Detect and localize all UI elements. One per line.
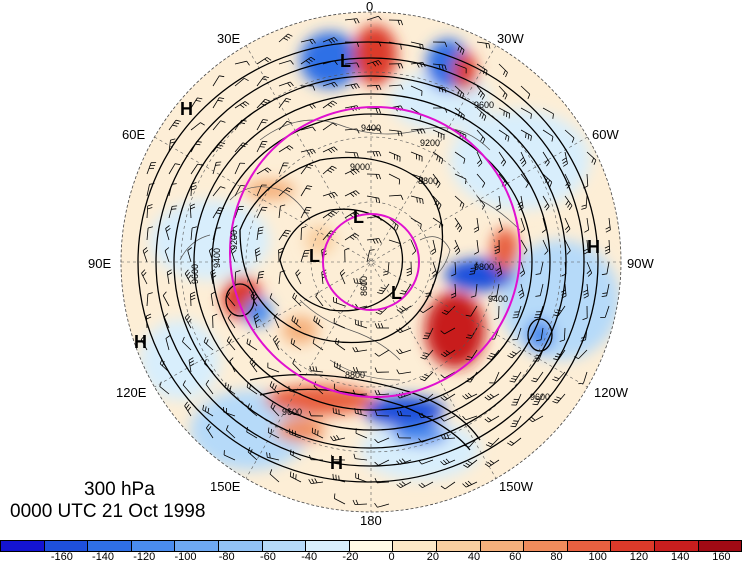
lon-label-120w: 120W [594,386,628,400]
wind-barb-flag [513,421,518,422]
lon-label-0: 0 [366,0,373,14]
lon-label-120e: 120E [116,386,146,400]
contour-label: 9600 [474,100,494,110]
wind-barb-flag [334,384,335,389]
wind-barb-flag [504,111,505,116]
colorbar-tick-label: 60 [509,551,521,563]
colorbar-tick-label: 100 [589,551,607,563]
colorbar-cell [655,541,699,551]
colorbar-tick-label: 40 [468,551,480,563]
contour-label: 9600 [282,407,302,417]
colorbar-cell [481,541,525,551]
wind-barb-flag [304,213,309,214]
wind-barb-flag [296,474,297,479]
lon-label-60w: 60W [592,128,619,142]
colorbar-tick-label: -120 [133,551,155,563]
contour-label: 9200 [229,230,239,250]
colorbar-tick-label: -20 [342,551,358,563]
lon-label-30e: 30E [217,32,240,46]
contour-label: 9600 [530,392,550,402]
wind-barb-flag [262,141,267,142]
colorbar-cell [1,541,45,551]
contour-label: 9400 [212,248,222,268]
high-pressure-label: H [134,333,147,351]
wind-barb-flag [336,475,337,480]
wind-barb-flag [260,147,265,148]
wind-barb-flag [315,429,316,434]
contour-label: 8800 [345,370,365,380]
colorbar-tick-label: -140 [92,551,114,563]
wind-barb-staff [301,228,302,240]
contour-label: 9200 [420,138,440,148]
contour-label: 9600 [190,264,200,284]
contour-label: 9000 [350,162,370,172]
high-pressure-label: H [180,100,193,118]
wind-barb-flag [336,409,337,414]
wind-barb-flag [262,207,267,208]
colorbar-tick-label: 0 [389,551,395,563]
low-pressure-label: L [353,208,364,226]
wind-barb-flag [271,429,272,434]
contour-label: 9400 [361,123,381,133]
low-pressure-label: L [391,284,402,302]
colorbar-cell [699,541,742,551]
colorbar-cell [175,541,219,551]
contour-label: 8600 [359,276,369,296]
colorbar-tick-label: 120 [630,551,648,563]
colorbar-tick-label: -60 [260,551,276,563]
wind-barb-flag [312,428,313,433]
colorbar-tick-label: 80 [550,551,562,563]
colorbar-tick-label: -100 [174,551,196,563]
lon-label-90e: 90E [88,257,111,271]
lon-label-60e: 60E [122,128,145,142]
colorbar-cell [524,541,568,551]
lon-label-150w: 150W [499,480,533,494]
wind-barb-flag [334,494,335,499]
colorbar-tick-label: -160 [51,551,73,563]
contour-label: 9400 [488,294,508,304]
low-pressure-label: L [309,247,320,265]
colorbar-tick-label: -40 [301,551,317,563]
wind-barb-flag [306,207,311,208]
colorbar-tick-label: 20 [427,551,439,563]
wind-barb-flag [333,474,334,479]
wind-barb-flag [261,210,266,211]
colorbar-cell [263,541,307,551]
contour-label: 9800 [474,262,494,272]
colorbar-cell [393,541,437,551]
colorbar-tick-label: -80 [219,551,235,563]
colorbar-tick-label: 140 [671,551,689,563]
colorbar-tick-label: 160 [712,551,730,563]
lon-label-90w: 90W [627,257,654,271]
level-title: 300 hPa [84,479,155,501]
colorbar-cell [306,541,350,551]
lon-label-30w: 30W [497,32,524,46]
colorbar-cell [132,541,176,551]
high-pressure-label: H [330,454,343,472]
colorbar-cell [88,541,132,551]
colorbar-cell [437,541,481,551]
colorbar-cell [350,541,394,551]
lon-label-150e: 150E [210,480,240,494]
wind-barb-flag [318,430,319,435]
contour-label: 8800 [418,176,438,186]
wind-barb-flag [171,209,176,210]
wind-barb-flag [261,144,266,145]
high-pressure-label: H [587,238,600,256]
colorbar-cell [568,541,612,551]
time-title: 0000 UTC 21 Oct 1998 [10,501,205,523]
wind-barb-flag [172,206,177,207]
colorbar-cell [611,541,655,551]
lon-label-180: 180 [360,514,382,528]
low-pressure-label: L [340,52,351,70]
colorbar-cell [45,541,89,551]
wind-barb-flag [399,179,400,184]
colorbar-cell [219,541,263,551]
